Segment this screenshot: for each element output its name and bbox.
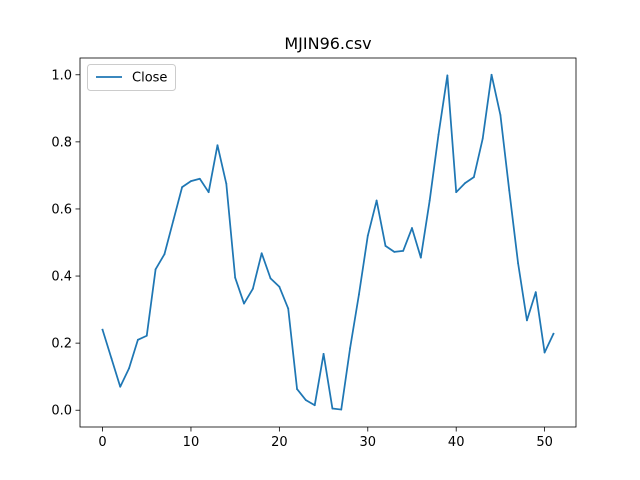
data-point bbox=[145, 334, 148, 337]
data-point bbox=[446, 74, 449, 77]
data-point bbox=[437, 133, 440, 136]
data-point bbox=[128, 367, 130, 370]
data-point bbox=[190, 180, 192, 183]
data-point bbox=[366, 234, 369, 237]
legend-label: Close bbox=[132, 71, 167, 86]
data-point bbox=[234, 276, 237, 279]
legend-box bbox=[87, 64, 176, 91]
data-point bbox=[455, 191, 458, 194]
x-tick-label: 10 bbox=[183, 435, 200, 450]
data-point bbox=[393, 250, 396, 253]
data-point bbox=[181, 186, 184, 189]
data-point bbox=[552, 332, 555, 335]
y-tick-label: 0.8 bbox=[51, 135, 72, 150]
data-point bbox=[472, 176, 475, 178]
data-point bbox=[464, 182, 466, 185]
x-tick-label: 50 bbox=[536, 435, 553, 450]
x-tick-label: 20 bbox=[271, 435, 288, 450]
data-point bbox=[534, 291, 537, 294]
data-point bbox=[207, 191, 210, 194]
data-point bbox=[322, 352, 325, 355]
data-point bbox=[216, 144, 219, 147]
chart-title: MJIN96.csv bbox=[284, 34, 371, 53]
data-point bbox=[543, 351, 546, 354]
y-tick-label: 0.0 bbox=[51, 404, 72, 419]
data-point bbox=[137, 338, 139, 341]
data-point bbox=[526, 319, 528, 322]
x-tick-label: 0 bbox=[98, 435, 106, 450]
data-point bbox=[499, 114, 502, 116]
data-point bbox=[490, 73, 493, 76]
data-point bbox=[411, 227, 413, 229]
data-point bbox=[154, 268, 157, 271]
data-point bbox=[251, 287, 254, 290]
data-point bbox=[517, 262, 519, 265]
data-point bbox=[358, 293, 360, 296]
data-point bbox=[225, 182, 228, 185]
data-point bbox=[296, 388, 298, 390]
data-point bbox=[278, 285, 281, 288]
axes-frame bbox=[79, 57, 577, 428]
data-point bbox=[163, 253, 166, 256]
data-point bbox=[260, 252, 263, 255]
data-point bbox=[384, 244, 387, 247]
x-tick-label: 30 bbox=[360, 435, 377, 450]
y-tick-label: 0.4 bbox=[51, 270, 72, 285]
data-point bbox=[198, 177, 201, 180]
data-point bbox=[331, 407, 334, 410]
legend: Close bbox=[87, 64, 176, 91]
data-point bbox=[375, 199, 378, 202]
data-point bbox=[419, 256, 422, 259]
data-point bbox=[110, 357, 113, 360]
x-tick-label: 40 bbox=[448, 435, 465, 450]
data-point bbox=[172, 219, 175, 222]
data-point bbox=[243, 302, 245, 305]
y-tick-label: 0.6 bbox=[51, 202, 72, 217]
data-point bbox=[340, 408, 343, 411]
data-point bbox=[349, 347, 351, 350]
data-point bbox=[119, 385, 122, 388]
data-point bbox=[481, 137, 484, 140]
data-point bbox=[269, 277, 272, 280]
data-point bbox=[428, 199, 431, 202]
data-point bbox=[313, 404, 316, 407]
data-point bbox=[101, 328, 104, 331]
plot-area bbox=[101, 73, 555, 411]
data-point bbox=[305, 399, 307, 402]
data-point bbox=[402, 249, 405, 252]
data-point bbox=[287, 307, 290, 310]
series-line-close bbox=[101, 73, 555, 411]
data-point bbox=[508, 189, 511, 192]
axes: 0 10 20 30 40 50 0.0 0.2 0.4 0.6 0.8 1.0 bbox=[51, 57, 577, 450]
y-tick-label: 1.0 bbox=[51, 68, 72, 83]
y-tick-label: 0.2 bbox=[51, 337, 72, 352]
